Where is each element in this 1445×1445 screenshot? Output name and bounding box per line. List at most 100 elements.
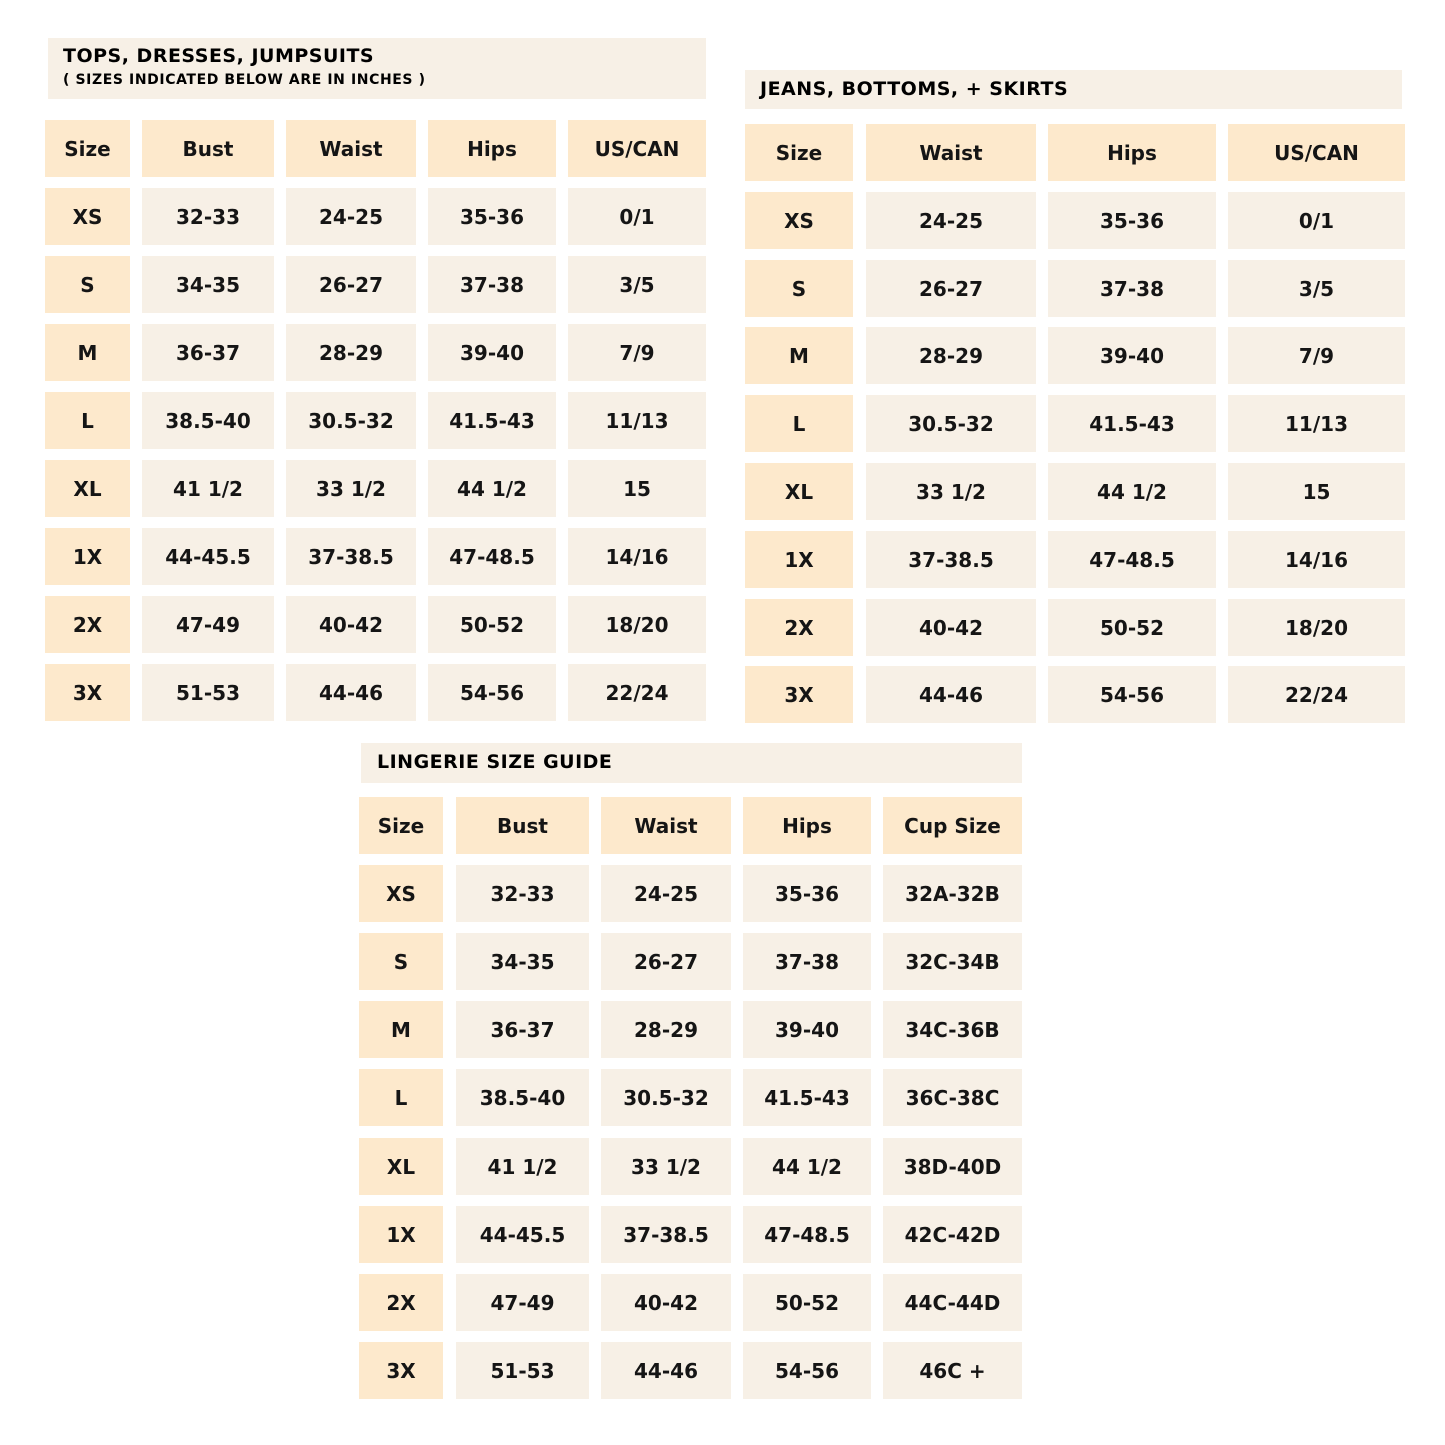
lingerie-value-cell: 32C-34B [883, 933, 1022, 990]
jeans-size-cell: 3X [745, 666, 853, 723]
lingerie-value-cell: 38D-40D [883, 1138, 1022, 1195]
lingerie-size-cell: XS [359, 865, 443, 922]
jeans-value-cell: 33 1/2 [866, 463, 1036, 520]
lingerie-value-cell: 36-37 [456, 1001, 589, 1058]
jeans-value-cell: 37-38.5 [866, 531, 1036, 588]
jeans-value-cell: 3/5 [1228, 260, 1405, 317]
lingerie-size-cell: 2X [359, 1274, 443, 1331]
tops-value-cell: 7/9 [568, 324, 706, 381]
lingerie-value-cell: 36C-38C [883, 1069, 1022, 1126]
lingerie-size-cell: 1X [359, 1206, 443, 1263]
tops-size-cell: XS [45, 188, 130, 245]
jeans-value-cell: 28-29 [866, 327, 1036, 384]
lingerie-value-cell: 34-35 [456, 933, 589, 990]
tops-value-cell: 34-35 [142, 256, 274, 313]
lingerie-value-cell: 44C-44D [883, 1274, 1022, 1331]
jeans-value-cell: 24-25 [866, 192, 1036, 249]
tops-value-cell: 37-38 [428, 256, 556, 313]
lingerie-size-cell: S [359, 933, 443, 990]
tops-subtitle: ( SIZES INDICATED BELOW ARE IN INCHES ) [63, 72, 426, 88]
lingerie-title: LINGERIE SIZE GUIDE [377, 751, 613, 773]
jeans-value-cell: 44-46 [866, 666, 1036, 723]
jeans-value-cell: 50-52 [1048, 599, 1216, 656]
lingerie-value-cell: 30.5-32 [601, 1069, 731, 1126]
tops-value-cell: 3/5 [568, 256, 706, 313]
tops-value-cell: 44 1/2 [428, 460, 556, 517]
lingerie-value-cell: 35-36 [743, 865, 871, 922]
tops-value-cell: 41 1/2 [142, 460, 274, 517]
tops-value-cell: 15 [568, 460, 706, 517]
tops-header-cell: Size [45, 120, 130, 177]
lingerie-value-cell: 38.5-40 [456, 1069, 589, 1126]
tops-value-cell: 0/1 [568, 188, 706, 245]
lingerie-value-cell: 54-56 [743, 1342, 871, 1399]
lingerie-value-cell: 32A-32B [883, 865, 1022, 922]
jeans-value-cell: 44 1/2 [1048, 463, 1216, 520]
tops-title: TOPS, DRESSES, JUMPSUITS [63, 45, 375, 67]
tops-value-cell: 28-29 [286, 324, 416, 381]
lingerie-size-cell: L [359, 1069, 443, 1126]
tops-value-cell: 44-45.5 [142, 528, 274, 585]
jeans-value-cell: 11/13 [1228, 395, 1405, 452]
lingerie-value-cell: 28-29 [601, 1001, 731, 1058]
lingerie-value-cell: 44 1/2 [743, 1138, 871, 1195]
jeans-value-cell: 35-36 [1048, 192, 1216, 249]
lingerie-value-cell: 46C + [883, 1342, 1022, 1399]
jeans-value-cell: 26-27 [866, 260, 1036, 317]
jeans-value-cell: 54-56 [1048, 666, 1216, 723]
jeans-value-cell: 18/20 [1228, 599, 1405, 656]
jeans-value-cell: 14/16 [1228, 531, 1405, 588]
tops-value-cell: 41.5-43 [428, 392, 556, 449]
tops-size-cell: M [45, 324, 130, 381]
lingerie-header-cell: Cup Size [883, 797, 1022, 854]
tops-value-cell: 30.5-32 [286, 392, 416, 449]
tops-value-cell: 24-25 [286, 188, 416, 245]
tops-size-cell: 1X [45, 528, 130, 585]
lingerie-value-cell: 44-46 [601, 1342, 731, 1399]
jeans-header-cell: US/CAN [1228, 124, 1405, 181]
tops-value-cell: 40-42 [286, 596, 416, 653]
lingerie-header-cell: Waist [601, 797, 731, 854]
lingerie-size-cell: XL [359, 1138, 443, 1195]
tops-value-cell: 38.5-40 [142, 392, 274, 449]
jeans-size-cell: XS [745, 192, 853, 249]
tops-value-cell: 26-27 [286, 256, 416, 313]
tops-value-cell: 32-33 [142, 188, 274, 245]
lingerie-value-cell: 47-49 [456, 1274, 589, 1331]
tops-size-cell: XL [45, 460, 130, 517]
jeans-value-cell: 47-48.5 [1048, 531, 1216, 588]
tops-value-cell: 37-38.5 [286, 528, 416, 585]
jeans-header-cell: Waist [866, 124, 1036, 181]
tops-value-cell: 47-49 [142, 596, 274, 653]
jeans-title-box [745, 70, 1402, 109]
lingerie-value-cell: 40-42 [601, 1274, 731, 1331]
jeans-size-cell: 2X [745, 599, 853, 656]
tops-value-cell: 51-53 [142, 664, 274, 721]
jeans-value-cell: 40-42 [866, 599, 1036, 656]
lingerie-value-cell: 37-38.5 [601, 1206, 731, 1263]
lingerie-size-cell: M [359, 1001, 443, 1058]
lingerie-header-cell: Bust [456, 797, 589, 854]
lingerie-value-cell: 41 1/2 [456, 1138, 589, 1195]
tops-size-cell: 2X [45, 596, 130, 653]
tops-value-cell: 39-40 [428, 324, 556, 381]
tops-value-cell: 36-37 [142, 324, 274, 381]
tops-header-cell: Bust [142, 120, 274, 177]
jeans-value-cell: 37-38 [1048, 260, 1216, 317]
tops-header-cell: US/CAN [568, 120, 706, 177]
tops-value-cell: 54-56 [428, 664, 556, 721]
lingerie-value-cell: 44-45.5 [456, 1206, 589, 1263]
jeans-header-cell: Hips [1048, 124, 1216, 181]
jeans-value-cell: 15 [1228, 463, 1405, 520]
jeans-size-cell: M [745, 327, 853, 384]
lingerie-value-cell: 32-33 [456, 865, 589, 922]
tops-size-cell: S [45, 256, 130, 313]
lingerie-value-cell: 37-38 [743, 933, 871, 990]
tops-value-cell: 22/24 [568, 664, 706, 721]
lingerie-value-cell: 51-53 [456, 1342, 589, 1399]
tops-header-cell: Hips [428, 120, 556, 177]
jeans-size-cell: XL [745, 463, 853, 520]
jeans-size-cell: L [745, 395, 853, 452]
jeans-value-cell: 39-40 [1048, 327, 1216, 384]
lingerie-value-cell: 50-52 [743, 1274, 871, 1331]
